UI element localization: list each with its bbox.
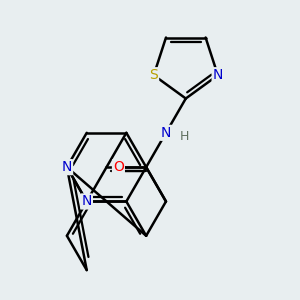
Text: S: S xyxy=(149,68,158,82)
Text: N: N xyxy=(213,68,223,82)
Text: N: N xyxy=(161,126,171,140)
Text: N: N xyxy=(62,160,72,174)
Text: N: N xyxy=(82,194,92,208)
Text: O: O xyxy=(113,160,124,174)
Text: H: H xyxy=(180,130,189,143)
